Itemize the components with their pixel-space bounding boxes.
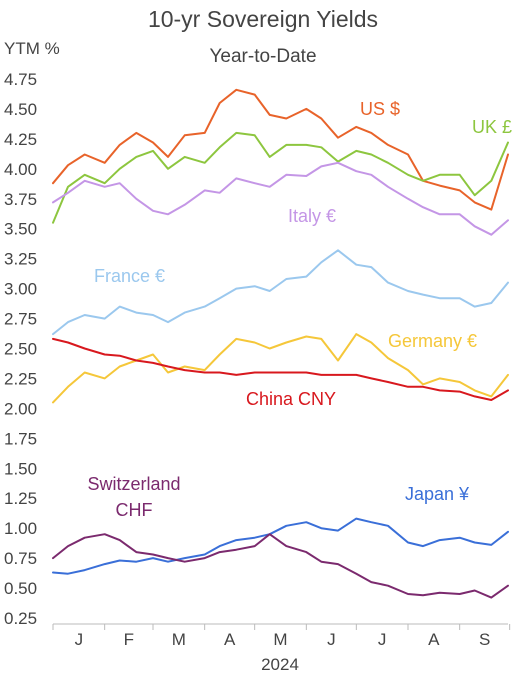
x-tick-label: S: [479, 630, 490, 649]
y-tick-label: 4.75: [4, 70, 37, 89]
series-label-0: US $: [360, 99, 400, 119]
series-line-6: [52, 517, 509, 575]
x-tick-label: A: [428, 630, 440, 649]
x-tick-label: J: [378, 630, 387, 649]
chart-title: 10-yr Sovereign Yields: [148, 6, 378, 32]
series-label-7: Switzerland CHF: [87, 474, 180, 520]
y-tick-label: 2.50: [4, 340, 37, 359]
series-label-4: Germany €: [388, 331, 477, 351]
x-axis-label: 2024: [261, 655, 299, 674]
y-tick-label: 2.75: [4, 310, 37, 329]
y-tick-label: 4.50: [4, 100, 37, 119]
series-line-1: [52, 131, 509, 224]
x-tick-label: A: [224, 630, 236, 649]
y-tick-label: 4.00: [4, 160, 37, 179]
series-line-5: [52, 337, 509, 401]
y-tick-label: 3.25: [4, 250, 37, 269]
series-labels: US $ UK £ Italy € France € Germany € China CN…: [87, 99, 512, 520]
series-line-0: [52, 88, 509, 211]
series-line-2: [52, 161, 509, 236]
y-tick-label: 2.25: [4, 369, 37, 388]
x-tick-label: F: [124, 630, 134, 649]
y-tick-label: 1.75: [4, 429, 37, 448]
y-axis-label: YTM %: [4, 39, 60, 58]
y-tick-label: 2.00: [4, 399, 37, 418]
y-tick-label: 1.25: [4, 489, 37, 508]
series-line-4: [52, 333, 509, 404]
y-tick-label: 4.25: [4, 130, 37, 149]
series-label-3: France €: [94, 266, 165, 286]
y-tick-label: 0.50: [4, 579, 37, 598]
x-tick-label: M: [172, 630, 186, 649]
series-label-6: Japan ¥: [405, 484, 470, 504]
series-lines: [52, 88, 509, 599]
series-label-1: UK £: [472, 117, 512, 137]
x-tick-label: J: [75, 630, 84, 649]
y-tick-label: 0.75: [4, 549, 37, 568]
y-tick-label: 3.50: [4, 220, 37, 239]
y-tick-label: 0.25: [4, 609, 37, 628]
x-tick-label: M: [273, 630, 287, 649]
series-label-5: China CNY: [246, 389, 336, 409]
y-tick-label: 1.50: [4, 459, 37, 478]
series-label-2: Italy €: [288, 206, 336, 226]
y-tick-labels: 0.25 0.50 0.75 1.00 1.25 1.50 1.75 2.00 2.25 2.50…: [4, 70, 37, 628]
y-tick-label: 3.00: [4, 280, 37, 299]
chart-subtitle: Year-to-Date: [209, 46, 316, 67]
series-line-3: [52, 249, 509, 336]
x-tick-label: J: [327, 630, 336, 649]
series-line-7: [52, 533, 509, 599]
y-tick-label: 3.75: [4, 190, 37, 209]
y-tick-label: 1.00: [4, 519, 37, 538]
